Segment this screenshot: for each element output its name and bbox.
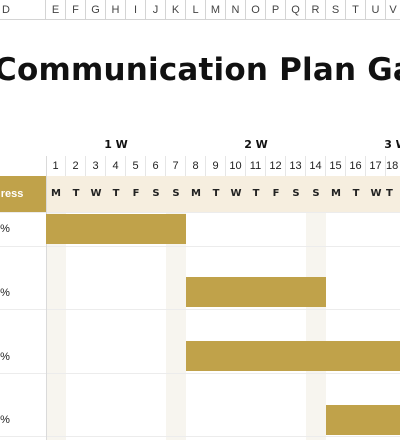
- column-header-o[interactable]: O: [246, 0, 266, 20]
- day-number-16: 16: [346, 156, 366, 176]
- column-header-h[interactable]: H: [106, 0, 126, 20]
- day-number-14: 14: [306, 156, 326, 176]
- day-number-1: 1: [46, 156, 66, 176]
- weekday-letter-14: S: [312, 188, 320, 199]
- week-label-3: 3 W: [384, 138, 400, 151]
- weekday-letter-13: S: [292, 188, 300, 199]
- gantt-bar-row-1[interactable]: [46, 214, 186, 244]
- page-title: Communication Plan Ga: [0, 52, 400, 88]
- day-number-4: 4: [106, 156, 126, 176]
- progress-cell-row-2[interactable]: 0%: [0, 287, 10, 299]
- day-number-3: 3: [86, 156, 106, 176]
- column-header-d[interactable]: D: [0, 0, 46, 20]
- day-number-12: 12: [266, 156, 286, 176]
- weekday-letter-9: T: [212, 188, 220, 199]
- row-divider: [0, 246, 400, 247]
- day-number-17: 17: [366, 156, 386, 176]
- weekday-letter-11: T: [252, 188, 260, 199]
- column-header-t[interactable]: T: [346, 0, 366, 20]
- weekday-letter-2: T: [72, 188, 80, 199]
- column-header-bar: D E F G H I J K L M N O P Q R S T U V: [0, 0, 400, 20]
- gantt-column-shade: [46, 212, 66, 440]
- day-number-10: 10: [226, 156, 246, 176]
- column-header-i[interactable]: I: [126, 0, 146, 20]
- weekday-letter-5: F: [132, 188, 140, 199]
- column-header-r[interactable]: R: [306, 0, 326, 20]
- progress-cell-row-1[interactable]: 0%: [0, 223, 10, 235]
- column-divider: [46, 156, 47, 440]
- weekday-letter-6: S: [152, 188, 160, 199]
- row-divider: [0, 309, 400, 310]
- column-header-f[interactable]: F: [66, 0, 86, 20]
- progress-cell-row-4[interactable]: 0%: [0, 414, 10, 426]
- weekday-letter-15: M: [331, 188, 341, 199]
- column-header-s[interactable]: S: [326, 0, 346, 20]
- progress-column-header[interactable]: gress: [0, 176, 46, 212]
- weekday-letter-7: S: [172, 188, 180, 199]
- column-header-l[interactable]: L: [186, 0, 206, 20]
- column-header-p[interactable]: P: [266, 0, 286, 20]
- day-number-15: 15: [326, 156, 346, 176]
- weekday-letter-12: F: [272, 188, 280, 199]
- column-header-q[interactable]: Q: [286, 0, 306, 20]
- weekday-letter-1: M: [51, 188, 61, 199]
- column-header-k[interactable]: K: [166, 0, 186, 20]
- progress-cell-row-3[interactable]: 0%: [0, 351, 10, 363]
- day-number-18: 18: [386, 160, 399, 172]
- column-header-m[interactable]: M: [206, 0, 226, 20]
- column-header-n[interactable]: N: [226, 0, 246, 20]
- day-number-5: 5: [126, 156, 146, 176]
- gantt-bar-row-4[interactable]: [326, 405, 400, 435]
- column-header-g[interactable]: G: [86, 0, 106, 20]
- weekend-column-shade: [306, 212, 326, 440]
- week-label-1: 1 W: [104, 138, 128, 151]
- row-divider: [0, 212, 400, 213]
- day-number-7: 7: [166, 156, 186, 176]
- row-divider: [0, 436, 400, 437]
- column-header-u[interactable]: U: [366, 0, 386, 20]
- day-number-6: 6: [146, 156, 166, 176]
- weekday-letter-3: W: [90, 188, 102, 199]
- weekday-letter-18: T: [386, 188, 393, 199]
- day-number-13: 13: [286, 156, 306, 176]
- weekday-letter-10: W: [230, 188, 242, 199]
- day-number-9: 9: [206, 156, 226, 176]
- gantt-bar-row-3[interactable]: [186, 341, 400, 371]
- day-number-2: 2: [66, 156, 86, 176]
- day-number-11: 11: [246, 156, 266, 176]
- column-header-e[interactable]: E: [46, 0, 66, 20]
- gantt-bar-row-2[interactable]: [186, 277, 326, 307]
- row-divider: [0, 373, 400, 374]
- weekday-header-row: [46, 176, 400, 212]
- weekday-letter-17: W: [370, 188, 382, 199]
- day-number-8: 8: [186, 156, 206, 176]
- weekday-letter-16: T: [352, 188, 360, 199]
- column-header-j[interactable]: J: [146, 0, 166, 20]
- weekend-column-shade: [166, 212, 186, 440]
- column-header-v[interactable]: V: [386, 0, 400, 20]
- week-label-2: 2 W: [244, 138, 268, 151]
- weekday-letter-8: M: [191, 188, 201, 199]
- weekday-letter-4: T: [112, 188, 120, 199]
